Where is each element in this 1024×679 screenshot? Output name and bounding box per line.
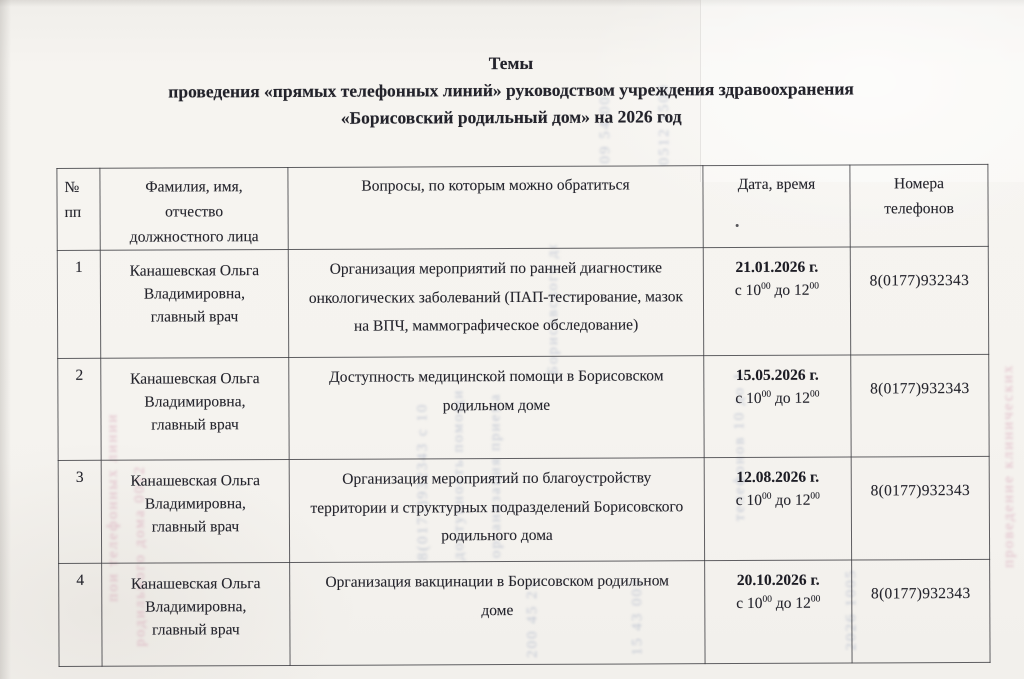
time-value: с 1000 до 1200 xyxy=(736,594,821,613)
bleedthrough-text: проведение клинических xyxy=(1000,363,1018,568)
date-value: 21.01.2026 г. xyxy=(735,258,819,277)
table-row: 1 Канашевская Ольга Владимировна, главны… xyxy=(57,246,989,359)
scan-edge-shadow-left xyxy=(0,0,11,679)
cell-official: Канашевская Ольга Владимировна, главный … xyxy=(101,459,290,564)
cell-phone: 8(0177)932343 xyxy=(850,354,990,458)
col-header-phones: Номера телефонов xyxy=(849,164,989,248)
date-value: 12.08.2026 г. xyxy=(736,468,820,487)
col-header-topics: Вопросы, по которым можно обратиться xyxy=(287,165,704,250)
col-header-official: Фамилия, имя, отчество должностного лица xyxy=(99,167,289,251)
cell-row-number: 1 xyxy=(57,250,101,359)
cell-datetime: 20.10.2026 г. с 1000 до 1200 xyxy=(704,560,853,664)
table-row: 4 Канашевская Ольга Владимировна, главны… xyxy=(58,559,991,667)
col-header-datetime: Дата, время xyxy=(702,165,851,248)
cell-topic: Организация мероприятий по ранней диагно… xyxy=(288,247,704,358)
table-row: 3 Канашевская Ольга Владимировна, главны… xyxy=(58,456,990,564)
cell-topic: Доступность медицинской помощи в Борисов… xyxy=(288,355,705,460)
date-value: 20.10.2026 г. xyxy=(736,571,820,590)
scan-light-patch xyxy=(700,0,1024,182)
table-row: 2 Канашевская Ольга Владимировна, главны… xyxy=(57,354,990,461)
scan-edge-shadow-top xyxy=(0,0,1024,7)
cell-datetime: 12.08.2026 г. с 1000 до 1200 xyxy=(704,457,852,561)
time-value: с 1000 до 1200 xyxy=(735,491,820,510)
phone-lines-schedule-table: № пп Фамилия, имя, отчество должностного… xyxy=(56,164,991,667)
table-header-row: № пп Фамилия, имя, отчество должностного… xyxy=(56,164,989,251)
cell-official: Канашевская Ольга Владимировна, главный … xyxy=(100,249,289,359)
scan-speck-artifact xyxy=(735,224,739,228)
cell-row-number: 3 xyxy=(58,460,102,564)
cell-official: Канашевская Ольга Владимировна, главный … xyxy=(100,357,290,461)
cell-topic: Организация мероприятий по благоустройст… xyxy=(289,457,705,563)
cell-official: Канашевская Ольга Владимировна, главный … xyxy=(101,562,291,667)
col-header-num: № пп xyxy=(56,168,101,251)
cell-phone: 8(0177)932343 xyxy=(851,456,990,561)
document-title: Темы проведения «прямых телефонных линий… xyxy=(0,48,1023,133)
cell-datetime: 15.05.2026 г. с 1000 до 1200 xyxy=(703,355,852,458)
document-title-line-3: «Борисовский родильный дом» на 2026 год xyxy=(340,106,682,128)
cell-phone: 8(0177)932343 xyxy=(851,559,991,664)
time-value: с 1000 до 1200 xyxy=(735,389,820,408)
cell-row-number: 4 xyxy=(58,563,103,667)
cell-datetime: 21.01.2026 г. с 1000 до 1200 xyxy=(703,247,851,356)
cell-row-number: 2 xyxy=(57,358,102,461)
cell-topic: Организация вакцинации в Борисовском род… xyxy=(289,560,706,666)
cell-phone: 8(0177)932343 xyxy=(850,246,989,356)
date-value: 15.05.2026 г. xyxy=(735,366,819,385)
time-value: с 1000 до 1200 xyxy=(734,281,820,300)
